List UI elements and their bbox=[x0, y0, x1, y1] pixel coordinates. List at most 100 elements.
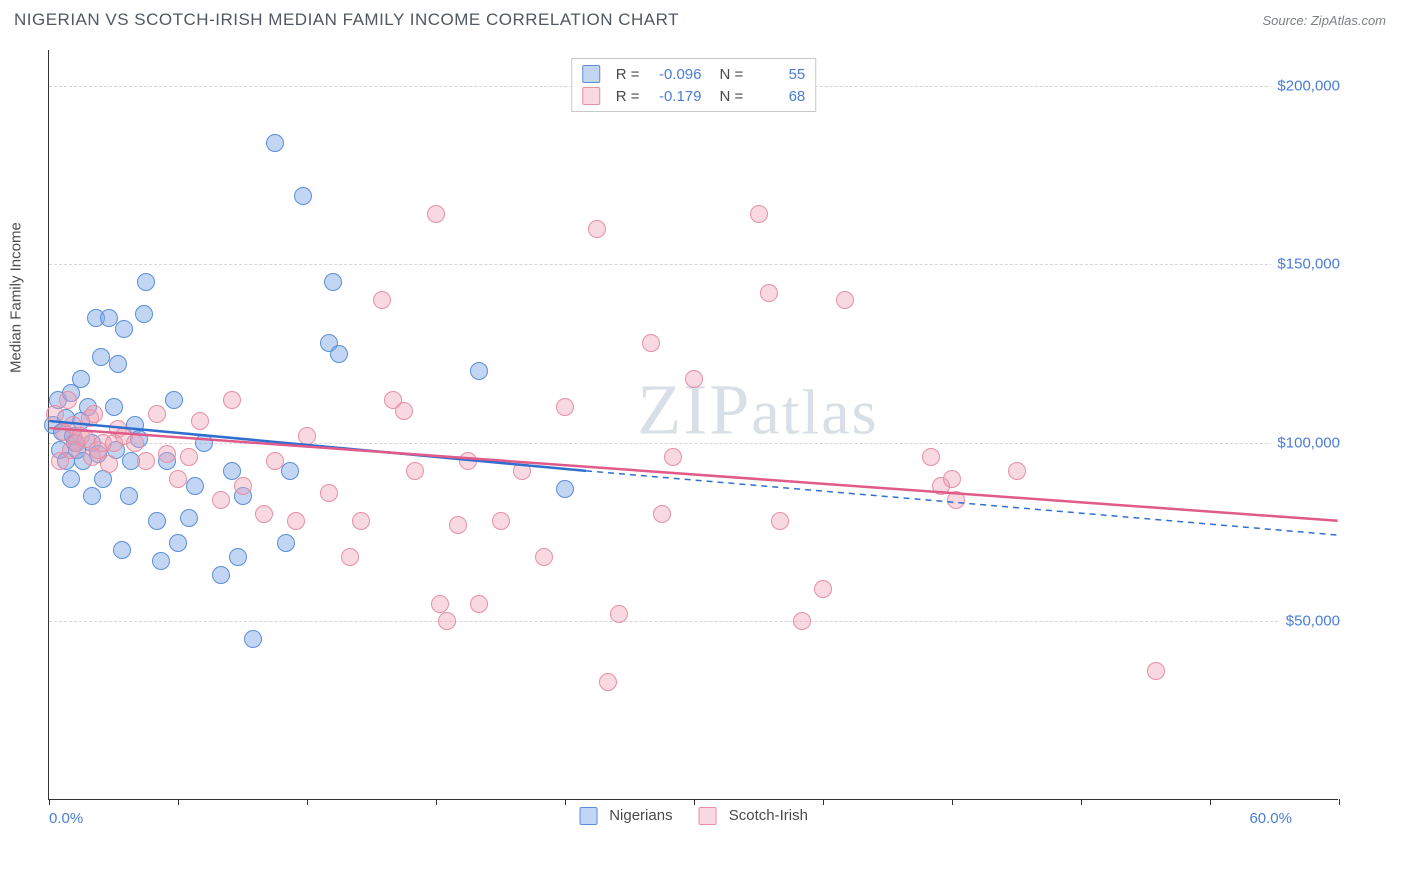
scatter-point-scotch_irish bbox=[556, 398, 574, 416]
scatter-point-nigerians bbox=[105, 398, 123, 416]
scatter-point-nigerians bbox=[229, 548, 247, 566]
scatter-point-scotch_irish bbox=[492, 512, 510, 530]
scatter-point-scotch_irish bbox=[922, 448, 940, 466]
chart-source: Source: ZipAtlas.com bbox=[1262, 13, 1386, 28]
scatter-point-scotch_irish bbox=[771, 512, 789, 530]
scatter-point-scotch_irish bbox=[100, 455, 118, 473]
scatter-point-scotch_irish bbox=[427, 205, 445, 223]
n-value-scotch-irish: 68 bbox=[751, 88, 805, 105]
scatter-point-scotch_irish bbox=[1008, 462, 1026, 480]
scatter-point-nigerians bbox=[330, 345, 348, 363]
scatter-point-scotch_irish bbox=[352, 512, 370, 530]
scatter-point-scotch_irish bbox=[760, 284, 778, 302]
scatter-point-nigerians bbox=[62, 470, 80, 488]
scatter-point-scotch_irish bbox=[793, 612, 811, 630]
scatter-point-nigerians bbox=[115, 320, 133, 338]
y-tick-label: $100,000 bbox=[1271, 434, 1340, 451]
stats-row-nigerians: R = -0.096 N = 55 bbox=[582, 63, 806, 85]
plot-wrap: Median Family Income ZIPatlas R = -0.096… bbox=[48, 50, 1388, 830]
scatter-point-scotch_irish bbox=[947, 491, 965, 509]
scatter-point-scotch_irish bbox=[750, 205, 768, 223]
scatter-point-scotch_irish bbox=[943, 470, 961, 488]
scatter-point-scotch_irish bbox=[46, 405, 64, 423]
scatter-point-nigerians bbox=[186, 477, 204, 495]
scatter-point-scotch_irish bbox=[395, 402, 413, 420]
scatter-point-nigerians bbox=[72, 370, 90, 388]
scatter-point-scotch_irish bbox=[234, 477, 252, 495]
scatter-point-scotch_irish bbox=[588, 220, 606, 238]
plot-area: ZIPatlas R = -0.096 N = 55 R = -0.179 N … bbox=[48, 50, 1338, 800]
scatter-point-nigerians bbox=[195, 434, 213, 452]
x-tick bbox=[694, 799, 695, 805]
x-tick bbox=[565, 799, 566, 805]
r-value-scotch-irish: -0.179 bbox=[648, 88, 702, 105]
scatter-point-scotch_irish bbox=[449, 516, 467, 534]
scatter-point-scotch_irish bbox=[653, 505, 671, 523]
x-tick bbox=[1210, 799, 1211, 805]
chart-title: NIGERIAN VS SCOTCH-IRISH MEDIAN FAMILY I… bbox=[14, 10, 679, 30]
scatter-point-nigerians bbox=[244, 630, 262, 648]
stats-row-scotch-irish: R = -0.179 N = 68 bbox=[582, 85, 806, 107]
n-value-nigerians: 55 bbox=[751, 66, 805, 83]
scatter-point-nigerians bbox=[266, 134, 284, 152]
r-label: R = bbox=[616, 66, 640, 83]
swatch-nigerians-icon bbox=[579, 807, 597, 825]
scatter-point-scotch_irish bbox=[287, 512, 305, 530]
swatch-nigerians-icon bbox=[582, 65, 600, 83]
grid-line bbox=[49, 443, 1338, 444]
legend-label-scotch-irish: Scotch-Irish bbox=[729, 807, 808, 824]
x-tick bbox=[823, 799, 824, 805]
scatter-point-nigerians bbox=[277, 534, 295, 552]
scatter-point-scotch_irish bbox=[59, 391, 77, 409]
watermark: ZIPatlas bbox=[637, 368, 878, 451]
r-value-nigerians: -0.096 bbox=[648, 66, 702, 83]
swatch-scotch-irish-icon bbox=[699, 807, 717, 825]
y-tick-label: $200,000 bbox=[1271, 77, 1340, 94]
scatter-point-nigerians bbox=[212, 566, 230, 584]
scatter-point-scotch_irish bbox=[255, 505, 273, 523]
scatter-point-scotch_irish bbox=[599, 673, 617, 691]
scatter-point-scotch_irish bbox=[685, 370, 703, 388]
scatter-point-scotch_irish bbox=[431, 595, 449, 613]
scatter-point-scotch_irish bbox=[266, 452, 284, 470]
x-tick bbox=[307, 799, 308, 805]
scatter-point-nigerians bbox=[137, 273, 155, 291]
watermark-atlas: atlas bbox=[751, 376, 878, 447]
scatter-point-scotch_irish bbox=[406, 462, 424, 480]
scatter-point-scotch_irish bbox=[223, 391, 241, 409]
y-tick-label: $150,000 bbox=[1271, 256, 1340, 273]
scatter-point-scotch_irish bbox=[373, 291, 391, 309]
scatter-point-nigerians bbox=[120, 487, 138, 505]
x-tick bbox=[952, 799, 953, 805]
scatter-point-scotch_irish bbox=[610, 605, 628, 623]
scatter-point-nigerians bbox=[281, 462, 299, 480]
swatch-scotch-irish-icon bbox=[582, 87, 600, 105]
x-min-label: 0.0% bbox=[49, 810, 83, 827]
scatter-point-scotch_irish bbox=[137, 452, 155, 470]
scatter-point-nigerians bbox=[135, 305, 153, 323]
scatter-point-nigerians bbox=[324, 273, 342, 291]
scatter-point-scotch_irish bbox=[180, 448, 198, 466]
scatter-point-scotch_irish bbox=[836, 291, 854, 309]
scatter-point-scotch_irish bbox=[535, 548, 553, 566]
series-legend: Nigerians Scotch-Irish bbox=[579, 807, 808, 825]
scatter-point-nigerians bbox=[165, 391, 183, 409]
y-axis-title: Median Family Income bbox=[8, 222, 25, 373]
x-tick bbox=[1081, 799, 1082, 805]
scatter-point-scotch_irish bbox=[320, 484, 338, 502]
r-label: R = bbox=[616, 88, 640, 105]
scatter-point-nigerians bbox=[92, 348, 110, 366]
legend-label-nigerians: Nigerians bbox=[609, 807, 672, 824]
scatter-point-nigerians bbox=[180, 509, 198, 527]
scatter-point-nigerians bbox=[169, 534, 187, 552]
chart-header: NIGERIAN VS SCOTCH-IRISH MEDIAN FAMILY I… bbox=[0, 0, 1406, 36]
scatter-point-scotch_irish bbox=[85, 405, 103, 423]
y-tick-label: $50,000 bbox=[1280, 613, 1340, 630]
scatter-point-nigerians bbox=[556, 480, 574, 498]
scatter-point-scotch_irish bbox=[814, 580, 832, 598]
scatter-point-scotch_irish bbox=[470, 595, 488, 613]
scatter-point-scotch_irish bbox=[298, 427, 316, 445]
scatter-point-scotch_irish bbox=[341, 548, 359, 566]
scatter-point-nigerians bbox=[152, 552, 170, 570]
n-label: N = bbox=[720, 88, 744, 105]
